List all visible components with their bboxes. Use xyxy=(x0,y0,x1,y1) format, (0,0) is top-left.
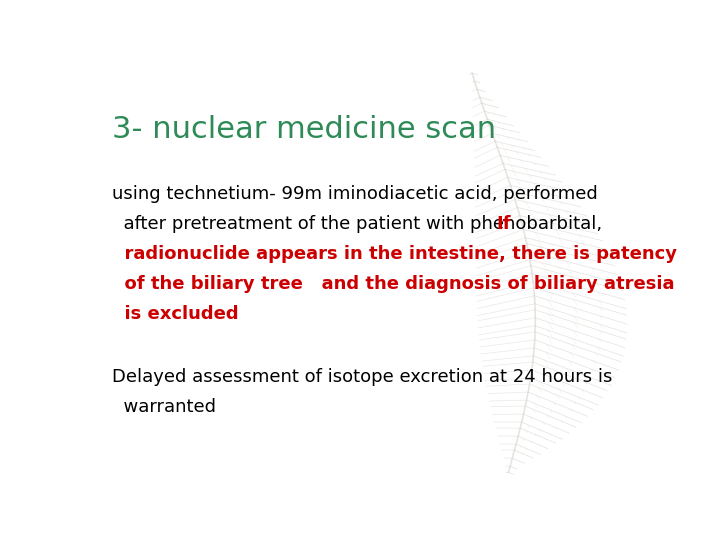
Text: 3- nuclear medicine scan: 3- nuclear medicine scan xyxy=(112,114,497,144)
Text: using technetium- 99m iminodiacetic acid, performed: using technetium- 99m iminodiacetic acid… xyxy=(112,185,598,204)
Text: radionuclide appears in the intestine, there is patency: radionuclide appears in the intestine, t… xyxy=(112,245,678,264)
Text: is excluded: is excluded xyxy=(112,305,239,323)
Text: after pretreatment of the patient with phenobarbital,: after pretreatment of the patient with p… xyxy=(112,215,608,233)
Text: warranted: warranted xyxy=(112,399,216,416)
Text: If: If xyxy=(497,215,511,233)
Text: Delayed assessment of isotope excretion at 24 hours is: Delayed assessment of isotope excretion … xyxy=(112,368,613,386)
Text: of the biliary tree   and the diagnosis of biliary atresia: of the biliary tree and the diagnosis of… xyxy=(112,275,675,293)
